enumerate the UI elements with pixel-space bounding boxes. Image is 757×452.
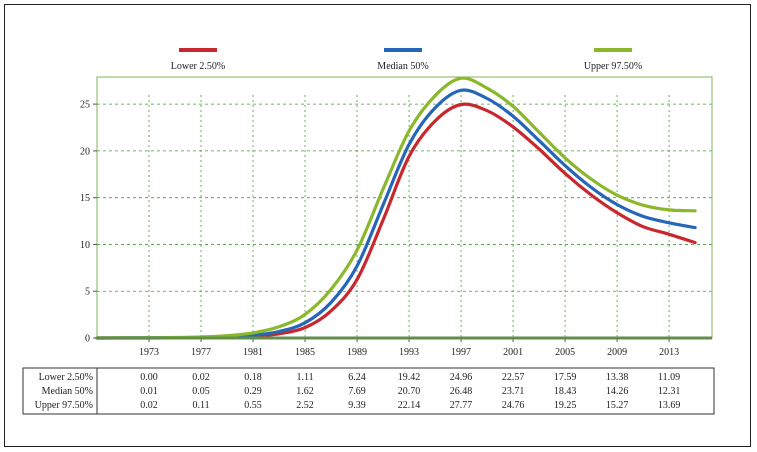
x-tick-label: 1973 xyxy=(139,347,159,358)
table-cell: 1.11 xyxy=(296,372,313,383)
table-cell: 0.05 xyxy=(192,386,210,397)
table-cell: 14.26 xyxy=(606,386,629,397)
table-cell: 20.70 xyxy=(398,386,421,397)
table-cell: 15.27 xyxy=(606,400,629,411)
table-cell: 26.48 xyxy=(450,386,473,397)
table-cell: 27.77 xyxy=(450,400,473,411)
table-cell: 0.02 xyxy=(140,400,158,411)
y-tick-label: 25 xyxy=(80,100,90,111)
table-cell: 0.18 xyxy=(244,372,262,383)
line-chart: Lower 2.50% Median 50% Upper 97.50% 0 5 10 15… xyxy=(22,48,715,415)
table-cell: 0.00 xyxy=(140,372,158,383)
chart-frame: Lower 2.50% Median 50% Upper 97.50% 0 5 10 15… xyxy=(4,4,751,447)
table-cell: 12.31 xyxy=(658,386,681,397)
table-cell: 22.57 xyxy=(502,372,525,383)
x-tick-label: 2005 xyxy=(555,347,575,358)
series-line xyxy=(95,102,697,340)
table-cell: 24.96 xyxy=(450,372,473,383)
x-tick-label: 2009 xyxy=(607,347,627,358)
series-layer xyxy=(95,76,697,340)
y-tick-label: 15 xyxy=(80,193,90,204)
table-row-label: Lower 2.50% xyxy=(39,372,93,383)
series-line xyxy=(95,76,697,340)
legend-label: Lower 2.50% xyxy=(171,61,225,72)
table-cell: 0.29 xyxy=(244,386,262,397)
table-cell: 22.14 xyxy=(398,400,421,411)
x-tick-label: 2001 xyxy=(503,347,523,358)
y-tick-label: 0 xyxy=(85,334,90,345)
data-table: Lower 2.50% 0.00 0.02 0.18 1.11 6.24 19.42 24.9… xyxy=(22,367,715,415)
x-tick-label: 1993 xyxy=(399,347,419,358)
y-tick-label: 20 xyxy=(80,146,90,157)
table-cell: 18.43 xyxy=(554,386,577,397)
table-row-label: Median 50% xyxy=(42,386,93,397)
table-cell: 0.02 xyxy=(192,372,210,383)
legend: Lower 2.50% Median 50% Upper 97.50% xyxy=(171,48,642,72)
grid-lines xyxy=(97,95,712,338)
table-cell: 0.01 xyxy=(140,386,158,397)
legend-label: Median 50% xyxy=(377,61,428,72)
x-tick-label: 1989 xyxy=(347,347,367,358)
table-cell: 0.11 xyxy=(192,400,209,411)
x-tick-label: 1981 xyxy=(243,347,263,358)
table-cell: 0.55 xyxy=(244,400,262,411)
x-tick-label: 2013 xyxy=(659,347,679,358)
x-tick-label: 1997 xyxy=(451,347,471,358)
table-cell: 13.38 xyxy=(606,372,629,383)
x-tick-label: 1985 xyxy=(295,347,315,358)
table-cell: 19.42 xyxy=(398,372,421,383)
table-cell: 11.09 xyxy=(658,372,680,383)
table-cell: 23.71 xyxy=(502,386,525,397)
y-tick-label: 5 xyxy=(85,287,90,298)
series-line xyxy=(95,88,697,340)
legend-label: Upper 97.50% xyxy=(584,61,642,72)
table-cell: 6.24 xyxy=(348,372,366,383)
table-cell: 2.52 xyxy=(296,400,314,411)
table-cell: 24.76 xyxy=(502,400,525,411)
table-border xyxy=(22,367,715,415)
table-cell: 9.39 xyxy=(348,400,366,411)
x-tick-label: 1977 xyxy=(191,347,211,358)
table-cell: 13.69 xyxy=(658,400,681,411)
y-tick-label: 10 xyxy=(80,240,90,251)
axes: 0 5 10 15 20 25 1973 1977 1981 1985 1989 1993 1997 20… xyxy=(80,100,712,358)
table-cell: 1.62 xyxy=(296,386,314,397)
table-cell: 7.69 xyxy=(348,386,366,397)
table-row-label: Upper 97.50% xyxy=(35,400,93,411)
table-cell: 19.25 xyxy=(554,400,577,411)
table-cell: 17.59 xyxy=(554,372,577,383)
